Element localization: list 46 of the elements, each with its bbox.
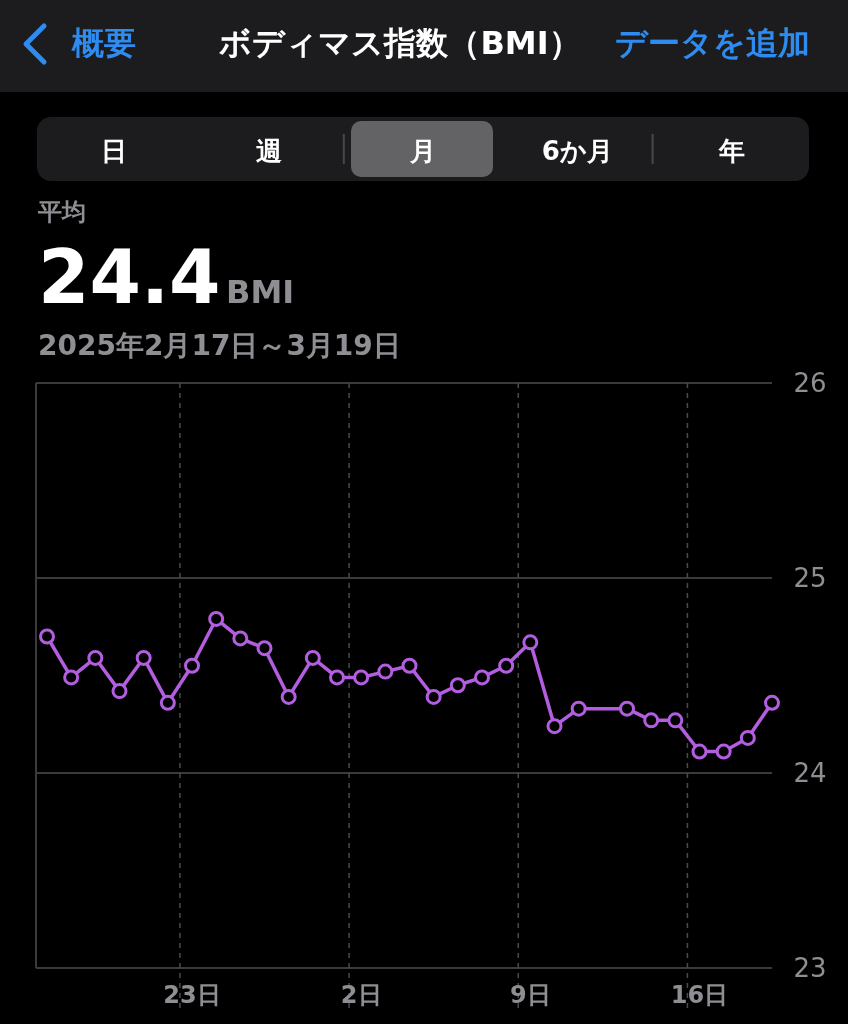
point xyxy=(474,669,490,686)
x-tick-label: 9日 xyxy=(509,981,551,1009)
point xyxy=(280,688,297,705)
point xyxy=(643,712,660,729)
point xyxy=(329,669,345,686)
text: 2025年2月17日～3月19日 xyxy=(38,329,401,362)
point xyxy=(87,649,104,666)
x-tick-label: 2日 xyxy=(340,981,382,1009)
point xyxy=(522,634,539,651)
point xyxy=(63,669,80,686)
point xyxy=(546,718,563,735)
point xyxy=(304,649,321,666)
point xyxy=(208,610,225,627)
point xyxy=(739,729,756,746)
y-tick-label: 23 xyxy=(793,953,827,983)
point xyxy=(401,657,418,674)
point xyxy=(135,649,152,666)
segmented-control: 日 週 月 6か月 年 xyxy=(37,117,809,181)
point xyxy=(39,628,55,645)
point xyxy=(764,694,780,711)
text: 平均 xyxy=(37,198,86,226)
point xyxy=(715,743,732,760)
point xyxy=(425,688,442,705)
point xyxy=(619,700,635,717)
y-tick-label: 25 xyxy=(793,563,827,593)
point xyxy=(256,640,273,657)
point xyxy=(449,677,466,694)
point xyxy=(377,663,394,680)
x-tick-label: 16日 xyxy=(670,981,729,1009)
point xyxy=(667,712,684,729)
text: 概要 xyxy=(71,24,136,62)
x-tick-label: 23日 xyxy=(163,981,221,1009)
text: BMI xyxy=(226,273,295,311)
chart-title: ボディマス指数（BMI） xyxy=(219,24,581,62)
point xyxy=(691,743,708,760)
point xyxy=(111,683,128,700)
point xyxy=(159,694,176,711)
point xyxy=(498,657,515,674)
text: 24.4 xyxy=(38,234,221,320)
text: データを追加 xyxy=(615,24,810,62)
y-tick-label: 26 xyxy=(793,368,827,398)
point xyxy=(570,700,587,717)
point xyxy=(232,630,249,647)
point xyxy=(353,669,370,686)
y-tick-label: 24 xyxy=(793,758,827,788)
point xyxy=(184,657,200,674)
